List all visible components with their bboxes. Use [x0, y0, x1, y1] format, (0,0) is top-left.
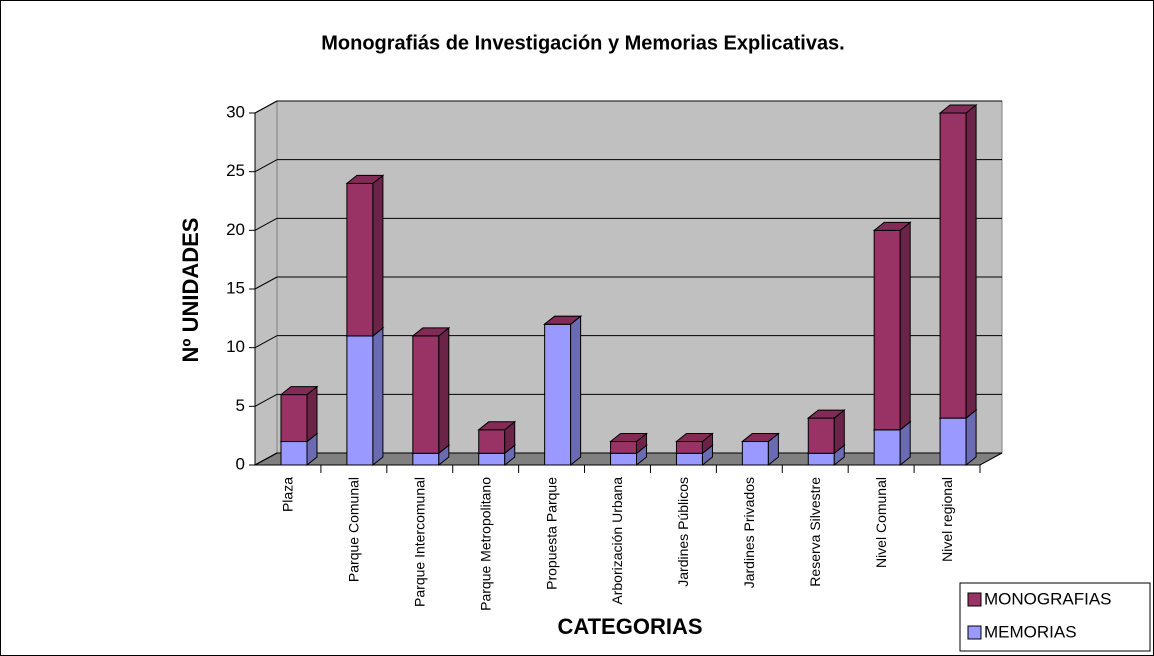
bar-front — [675, 452, 703, 466]
legend-label: MONOGRAFIAS — [984, 589, 1112, 608]
grid-line-side — [254, 393, 278, 407]
bar-top — [609, 433, 648, 443]
bar-side — [372, 326, 384, 467]
grid-line-side — [254, 159, 278, 173]
y-tick-label: 0 — [236, 454, 245, 473]
grid-line-side — [254, 100, 278, 114]
grid-line-side — [254, 335, 278, 349]
bar-front — [807, 417, 835, 454]
x-tick-label: Reserva Silvestre — [807, 477, 823, 587]
bar-top — [806, 409, 846, 419]
x-tick-label: Parque Comunal — [346, 477, 362, 582]
grid-line-side — [254, 217, 278, 231]
bar-top — [543, 315, 583, 325]
bar-front — [544, 323, 572, 466]
x-tick-label: Parque Intercomunal — [412, 477, 428, 607]
x-tick-label: Propuesta Parque — [543, 477, 559, 590]
bar-segment — [675, 432, 714, 455]
bar-front — [280, 441, 308, 466]
bar-front — [478, 452, 506, 466]
bar-top — [345, 174, 385, 184]
grid-line-side — [254, 452, 278, 466]
bar-front — [346, 335, 374, 466]
grid-line-side — [254, 276, 278, 290]
x-tick-label: Nivel regional — [939, 477, 955, 562]
bar-front — [939, 417, 967, 466]
bar-segment — [477, 420, 517, 455]
bar-top — [740, 433, 780, 443]
legend-label: MEMORIAS — [984, 622, 1077, 641]
x-tick-label: Parque Metropolitano — [477, 477, 493, 611]
bar-segment — [872, 420, 912, 467]
bar-segment — [806, 409, 846, 455]
x-tick-label: Jardines Privados — [741, 477, 757, 588]
bar-top — [938, 104, 978, 114]
bar-front — [346, 182, 374, 337]
bar-segment — [609, 432, 648, 455]
bar-front — [675, 441, 703, 454]
legend-swatch — [967, 592, 982, 607]
legend-swatch — [967, 625, 982, 640]
bar-side — [570, 315, 582, 467]
bar-segment — [543, 315, 583, 467]
y-tick-label: 25 — [226, 161, 245, 180]
y-axis-title: Nº UNIDADES — [178, 218, 203, 363]
y-tick-label: 15 — [226, 278, 245, 297]
y-tick-label: 5 — [236, 396, 245, 415]
x-tick-label: Jardines Públicos — [675, 477, 691, 587]
bar-top — [411, 327, 451, 337]
bar-front — [412, 452, 440, 466]
bar-top — [675, 433, 714, 443]
bar-front — [610, 452, 638, 466]
bar-segment — [345, 326, 385, 467]
bar-top — [872, 221, 912, 231]
bar-front — [741, 441, 769, 466]
bar-segment — [411, 326, 451, 455]
bar-side — [438, 326, 450, 455]
bar-front — [939, 112, 967, 419]
bar-front — [873, 229, 901, 431]
bar-front — [610, 441, 638, 454]
bar-front — [873, 429, 901, 466]
bar-side — [899, 221, 911, 431]
bar-side — [965, 409, 977, 467]
bar-top — [477, 421, 517, 431]
bar-front — [412, 335, 440, 454]
x-axis-title: CATEGORIAS — [557, 614, 702, 639]
bar-front — [280, 394, 308, 443]
bar-segment — [872, 221, 912, 431]
x-tick-label: Plaza — [280, 477, 296, 512]
bar-segment — [740, 433, 780, 443]
x-tick-label: Nivel Comunal — [873, 477, 889, 568]
y-tick-label: 20 — [226, 220, 245, 239]
x-tick-label: Arborización Urbana — [609, 477, 625, 605]
bar-front — [478, 429, 506, 454]
bar-front — [807, 452, 835, 466]
bar-segment — [345, 174, 385, 337]
chart-title: Monografiás de Investigación y Memorias … — [321, 32, 845, 54]
bar-segment — [543, 315, 583, 325]
y-tick-label: 30 — [226, 102, 245, 121]
bar-segment — [279, 385, 319, 443]
bar-top — [279, 386, 319, 396]
y-tick-label: 10 — [226, 337, 245, 356]
bar-side — [372, 174, 384, 337]
bar-segment — [938, 103, 978, 420]
legend-box — [959, 582, 1151, 652]
bar-side — [306, 385, 318, 443]
bar-side — [965, 103, 977, 420]
